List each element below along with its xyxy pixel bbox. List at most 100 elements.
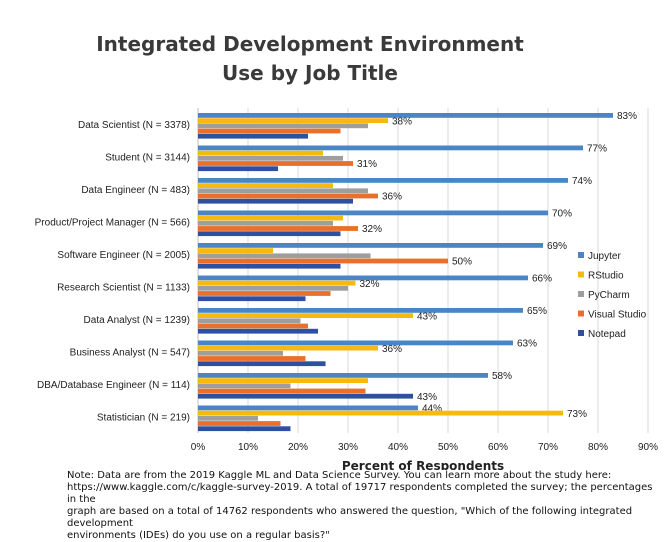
bar-notepad — [198, 361, 326, 367]
bar-visual-studio — [198, 356, 306, 361]
data-label: 43% — [417, 311, 437, 322]
category-label: Data Scientist (N = 3378) — [78, 120, 190, 131]
bar-jupyter — [198, 308, 523, 313]
x-tick-label: 90% — [638, 442, 658, 453]
bar-visual-studio — [198, 128, 341, 134]
x-tick-label: 20% — [288, 442, 308, 453]
bar-rstudio — [198, 378, 368, 383]
x-tick-label: 70% — [538, 442, 558, 453]
data-label: 36% — [382, 344, 402, 355]
x-tick-label: 0% — [191, 442, 206, 453]
footnote-line-1: Note: Data are from the 2019 Kaggle ML a… — [67, 470, 612, 481]
category-label: Business Analyst (N = 547) — [70, 347, 190, 358]
bar-pycharm — [198, 220, 333, 226]
footnote-line-4: environments (IDEs) do you use on a regu… — [67, 530, 330, 541]
bar-jupyter — [198, 145, 583, 151]
category-label: DBA/Database Engineer (N = 114) — [37, 380, 190, 391]
bar-pycharm — [198, 123, 368, 129]
footnote-line-3: graph are based on a total of 14762 resp… — [67, 506, 633, 529]
data-label: 83% — [617, 111, 637, 122]
x-tick-label: 50% — [438, 442, 458, 453]
bar-rstudio — [198, 215, 343, 221]
bar-rstudio — [198, 410, 563, 416]
bar-pycharm — [198, 383, 291, 389]
bar-visual-studio — [198, 388, 366, 394]
bar-chart: 0% 10% 20% 30% 40% 50% 60% 70% 80% 90% Percent of … — [35, 108, 658, 470]
data-label: 77% — [587, 144, 607, 155]
bar-notepad — [198, 426, 291, 432]
x-tick-label: 30% — [338, 442, 358, 453]
bar-notepad — [198, 296, 306, 302]
category-label: Data Engineer (N = 483) — [81, 185, 190, 196]
legend-swatch — [578, 291, 584, 297]
bar-visual-studio — [198, 258, 448, 264]
bar-visual-studio — [198, 291, 331, 296]
bar-pycharm — [198, 318, 301, 324]
footnote-line-2: https://www.kaggle.com/c/kaggle-survey-2… — [67, 482, 653, 505]
bar-visual-studio — [198, 421, 281, 426]
data-label: 43% — [417, 392, 437, 403]
bar-notepad — [198, 393, 413, 399]
chart-title: Integrated Development Environment Use b… — [0, 30, 620, 88]
data-label: 31% — [357, 159, 377, 170]
bar-rstudio — [198, 118, 388, 123]
bar-pycharm — [198, 155, 343, 161]
legend-swatch — [578, 271, 584, 278]
bar-jupyter — [198, 340, 513, 346]
data-label: 32% — [362, 224, 382, 235]
data-label: 36% — [382, 192, 402, 203]
bar-jupyter — [198, 210, 548, 216]
bar-notepad — [198, 198, 353, 204]
legend-swatch — [578, 310, 584, 317]
data-label: 32% — [360, 279, 380, 290]
bar-pycharm — [198, 415, 258, 421]
bar-rstudio — [198, 150, 323, 156]
chart-title-line-1: Integrated Development Environment — [96, 32, 524, 56]
footnote: Note: Data are from the 2019 Kaggle ML a… — [67, 470, 657, 542]
x-tick-label: 60% — [488, 442, 508, 453]
bar-rstudio — [198, 248, 273, 253]
x-tick-label: 40% — [388, 442, 408, 453]
data-label: 38% — [392, 116, 412, 127]
category-label: Student (N = 3144) — [105, 152, 190, 163]
data-label: 65% — [527, 306, 547, 317]
bar-visual-studio — [198, 226, 358, 231]
bar-rstudio — [198, 280, 356, 286]
bar-jupyter — [198, 373, 488, 378]
x-axis-label: Percent of Respondents — [342, 459, 504, 470]
data-label: 70% — [552, 209, 572, 220]
legend-label: Visual Studio — [588, 310, 647, 321]
bar-notepad — [198, 231, 341, 237]
data-label: 58% — [492, 371, 512, 382]
data-label: 66% — [532, 274, 552, 285]
bar-jupyter — [198, 405, 418, 411]
data-label: 63% — [517, 339, 537, 350]
bar-jupyter — [198, 113, 613, 118]
bar-jupyter — [198, 178, 568, 183]
data-label: 44% — [422, 404, 442, 415]
legend-label: RStudio — [588, 271, 624, 282]
bar-pycharm — [198, 188, 368, 194]
category-label: Statistician (N = 219) — [97, 412, 190, 423]
x-tick-label: 10% — [238, 442, 258, 453]
data-label: 73% — [567, 409, 587, 420]
bar-notepad — [198, 328, 318, 334]
bar-jupyter — [198, 243, 543, 248]
legend-swatch — [578, 252, 584, 258]
bar-visual-studio — [198, 323, 308, 329]
legend-label: Jupyter — [588, 251, 621, 262]
legend-label: PyCharm — [588, 290, 630, 301]
legend-swatch — [578, 330, 584, 336]
bar-rstudio — [198, 313, 413, 318]
bar-pycharm — [198, 350, 283, 356]
bar-rstudio — [198, 345, 378, 351]
category-label: Software Engineer (N = 2005) — [57, 250, 190, 261]
category-label: Product/Project Manager (N = 566) — [35, 217, 190, 228]
bar-pycharm — [198, 253, 371, 259]
data-label: 69% — [547, 241, 567, 252]
bar-notepad — [198, 133, 308, 139]
bar-visual-studio — [198, 193, 378, 199]
x-tick-label: 80% — [588, 442, 608, 453]
bar-notepad — [198, 166, 278, 172]
bar-visual-studio — [198, 161, 353, 166]
